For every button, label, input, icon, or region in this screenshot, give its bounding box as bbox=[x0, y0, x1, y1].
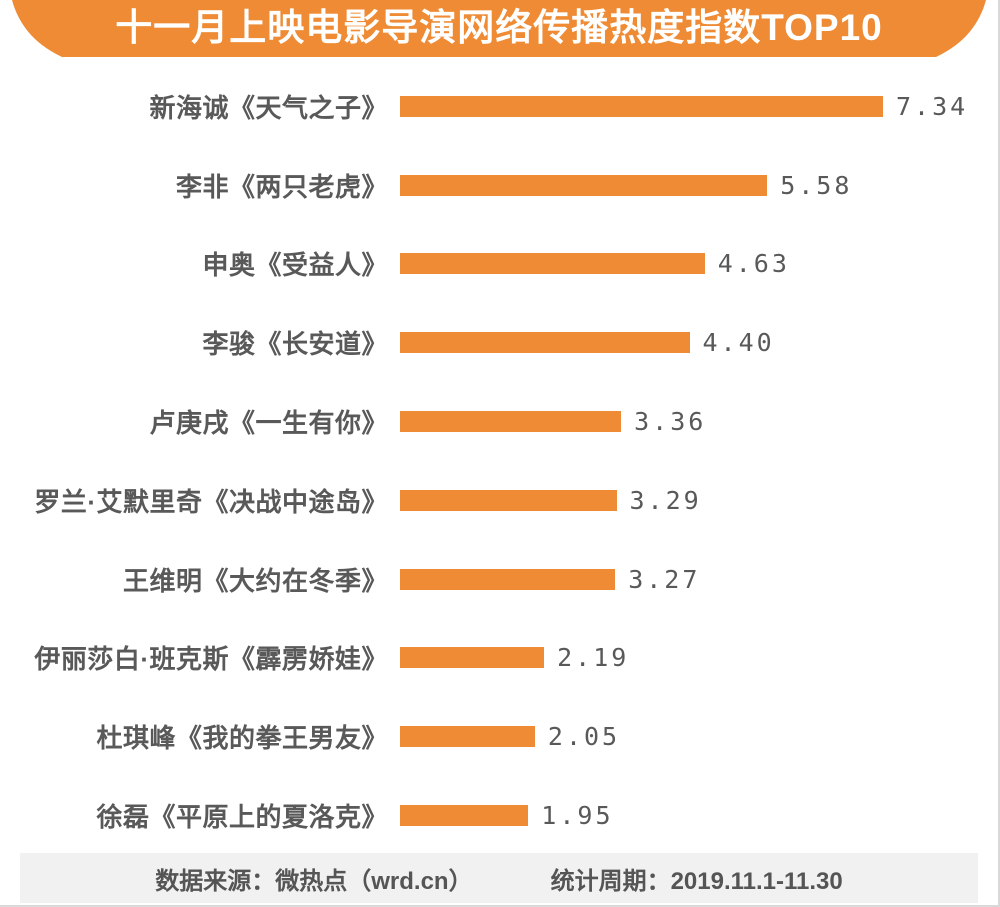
bar-category-label: 徐磊《平原上的夏洛克》 bbox=[96, 802, 388, 833]
bar-value-label: 5.58 bbox=[780, 170, 853, 200]
banner-ribbon-shape bbox=[12, 0, 986, 57]
bar bbox=[400, 411, 622, 433]
title-banner: 十一月上映电影导演网络传播热度指数TOP10 bbox=[0, 0, 998, 57]
bar-value-label: 4.40 bbox=[702, 328, 775, 358]
bar-category-label: 伊丽莎白·班克斯《霹雳娇娃》 bbox=[34, 644, 388, 675]
bar-value-label: 7.34 bbox=[896, 91, 969, 121]
bar-category-label: 李非《两只老虎》 bbox=[175, 171, 388, 202]
bar-category-label: 申奥《受益人》 bbox=[202, 250, 388, 281]
bar-category-label: 罗兰·艾默里奇《决战中途岛》 bbox=[34, 486, 388, 517]
footer-bar: 数据来源：微热点（wrd.cn） 统计周期：2019.11.1-11.30 bbox=[20, 853, 978, 903]
bar-value-label: 1.95 bbox=[541, 801, 614, 831]
bar bbox=[400, 726, 535, 748]
bar-value-label: 3.36 bbox=[634, 407, 707, 437]
bar bbox=[400, 489, 617, 511]
chart-row: 申奥《受益人》 4.63 bbox=[0, 225, 998, 304]
data-source-label: 数据来源：微热点（wrd.cn） bbox=[155, 867, 473, 895]
chart-row: 罗兰·艾默里奇《决战中途岛》 3.29 bbox=[0, 461, 998, 540]
bar bbox=[400, 174, 768, 196]
chart-row: 李骏《长安道》 4.40 bbox=[0, 303, 998, 382]
bar bbox=[400, 332, 690, 354]
chart-row: 伊丽莎白·班克斯《霹雳娇娃》 2.19 bbox=[0, 619, 998, 698]
bar-value-label: 4.63 bbox=[717, 249, 790, 279]
chart-row: 徐磊《平原上的夏洛克》 1.95 bbox=[0, 776, 998, 855]
bar bbox=[400, 568, 616, 590]
bar bbox=[400, 253, 705, 275]
bar bbox=[400, 647, 545, 669]
stat-period-label: 统计周期：2019.11.1-11.30 bbox=[550, 867, 843, 895]
bar-value-label: 2.19 bbox=[557, 643, 630, 673]
bar-chart: 新海诚《天气之子》 7.34 李非《两只老虎》 5.58 申奥《受益人》 4.63 李骏《长… bbox=[0, 57, 998, 855]
bar-category-label: 新海诚《天气之子》 bbox=[149, 92, 388, 123]
banner-ribbon-path bbox=[12, 0, 986, 57]
bar-value-label: 2.05 bbox=[547, 722, 621, 752]
bar-category-label: 卢庚戌《一生有你》 bbox=[149, 408, 388, 439]
bar-category-label: 王维明《大约在冬季》 bbox=[122, 565, 388, 596]
chart-row: 王维明《大约在冬季》 3.27 bbox=[0, 540, 998, 619]
bar-category-label: 李骏《长安道》 bbox=[202, 329, 388, 360]
bar bbox=[400, 95, 883, 117]
bar bbox=[400, 805, 529, 827]
chart-row: 卢庚戌《一生有你》 3.36 bbox=[0, 382, 998, 461]
chart-row: 新海诚《天气之子》 7.34 bbox=[0, 67, 998, 146]
chart-row: 李非《两只老虎》 5.58 bbox=[0, 146, 998, 225]
bar-value-label: 3.29 bbox=[629, 485, 702, 515]
page-title: 十一月上映电影导演网络传播热度指数TOP10 bbox=[115, 7, 883, 48]
chart-row: 杜琪峰《我的拳王男友》 2.05 bbox=[0, 697, 998, 776]
bar-category-label: 杜琪峰《我的拳王男友》 bbox=[96, 723, 388, 754]
bar-value-label: 3.27 bbox=[628, 564, 701, 594]
